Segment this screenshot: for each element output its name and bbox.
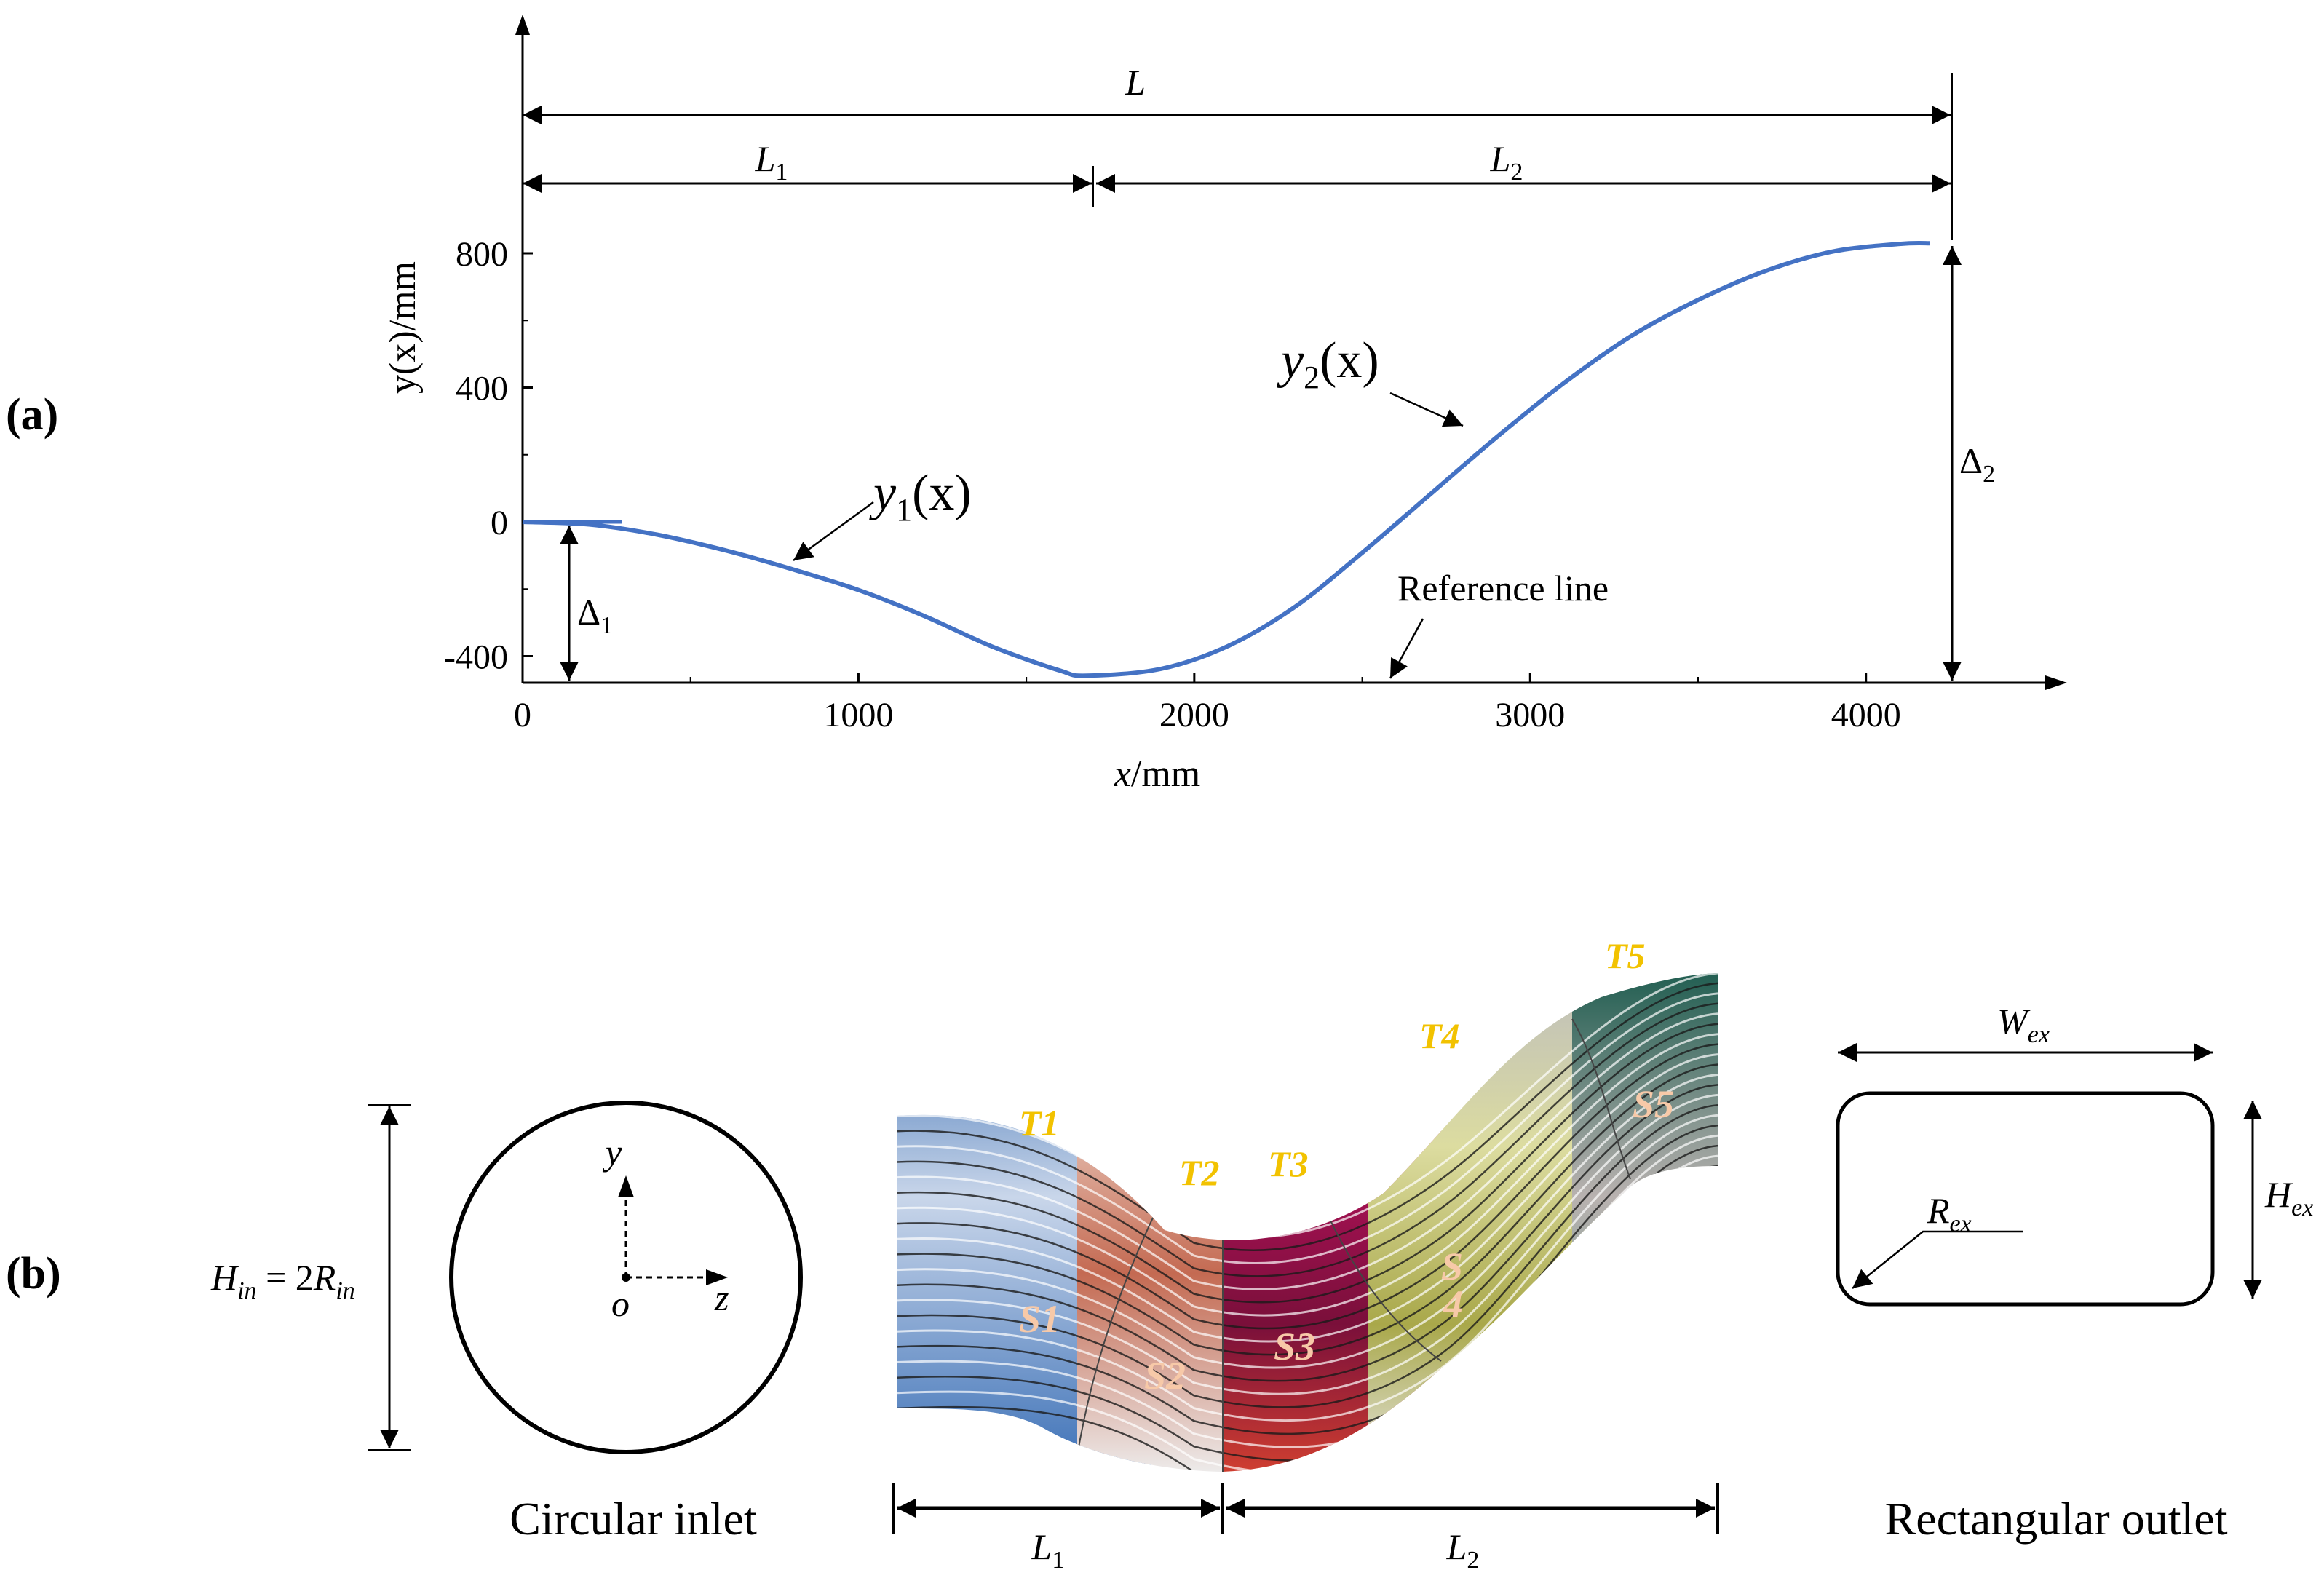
segment-label-s4-b: 4 [1443,1282,1463,1326]
outlet-caption: Rectangular outlet [1885,1493,2228,1545]
duct-streamline [897,1124,1718,1435]
inlet-caption: Circular inlet [509,1493,757,1545]
dim-L2-label: L2 [1490,138,1523,186]
label-y2: y2(x) [1277,333,1464,427]
y-tick-label: 400 [456,370,508,408]
duct-streamline [897,1053,1718,1343]
x-ticks: 0 1000 2000 3000 4000 [514,673,1901,734]
x-tick-label: 4000 [1831,696,1901,734]
panel-label-a: (a) [6,390,58,440]
duct-streamline [897,1104,1718,1408]
segment-label-s5: S5 [1633,1082,1674,1126]
x-tick-label: 0 [514,696,531,734]
segment-label-s2: S2 [1144,1354,1186,1397]
duct-streamline [897,1074,1718,1369]
dim-L1-label: L1 [755,138,788,186]
label-y1-text: y1(x) [869,465,972,528]
x-axis [523,675,2067,690]
delta-1: Δ1 [560,526,613,681]
dim-L2: L2 [1096,138,1951,193]
y-axis-title: y(x)/mm [382,261,424,394]
inlet-circle [449,1101,803,1454]
duct-streamline [897,1114,1718,1422]
duct-dim-L1-label: L1 [1031,1526,1065,1574]
segment-label-t2: T2 [1179,1152,1220,1193]
label-y2-text: y2(x) [1277,333,1379,395]
inlet-y-label: y [602,1132,622,1173]
x-axis-var: x [1114,753,1131,795]
data-line-y [522,240,1930,678]
segment-label-t4: T4 [1419,1015,1460,1056]
duct-streamline [897,1012,1718,1290]
duct-streamline [897,1033,1718,1317]
y-axis [515,15,530,683]
duct-dim-L2-label: L2 [1446,1526,1480,1574]
circular-inlet: y z o Hin = 2Rin Circular inlet [210,1101,803,1545]
rectangular-outlet: Wex Hex Rex Rectangular outlet [1836,1001,2313,1545]
segment-label-t1: T1 [1019,1103,1060,1143]
duct-streamline [897,992,1718,1265]
dim-L-label: L [1125,62,1146,103]
duct-streamline [897,982,1718,1251]
duct-streamline [897,1093,1718,1395]
outlet-radius-leader [1852,1230,2023,1289]
label-y1: y1(x) [793,465,972,562]
segment-label-s4-a: S [1441,1245,1463,1288]
x-axis-title: x/mm [1114,753,1200,795]
y-ticks: -400 0 400 800 [444,235,533,677]
y-tick-label: 800 [456,235,508,274]
x-tick-label: 2000 [1159,696,1229,734]
duct-streamline [897,1084,1718,1382]
y-tick-label: 0 [491,504,508,542]
delta-1-label: Δ1 [577,592,613,639]
inlet-origin-label: o [611,1283,630,1324]
s-duct: T1 T2 T3 T4 T5 S1 S2 S3 S 4 S5 L1 L2 [892,935,1719,1574]
y-tick-label: -400 [444,638,508,677]
duct-streamline [897,1023,1718,1304]
duct-streamline [897,1063,1718,1356]
label-reference-line: Reference line [1389,568,1609,679]
inlet-height-label: Hin = 2Rin [210,1257,355,1304]
x-tick-label: 1000 [823,696,893,734]
dim-L1: L1 [523,138,1092,193]
delta-2-label: Δ2 [1959,440,1995,488]
duct-streamline [897,973,1718,1239]
inlet-z-label: z [714,1277,729,1318]
segment-label-s1: S1 [1019,1297,1060,1341]
segment-label-t3: T3 [1268,1143,1309,1184]
dim-L: L [523,62,1951,124]
outlet-radius-label: Rex [1927,1190,1972,1237]
delta-2: Δ2 [1943,246,1995,681]
outlet-rectangle [1836,1091,2215,1307]
duct-streamline [897,1043,1718,1330]
reference-line-text: Reference line [1397,568,1609,608]
duct-streamline [897,1002,1718,1277]
outlet-height-label: Hex [2264,1174,2313,1221]
outlet-width-label: Wex [1997,1001,2050,1048]
x-axis-unit: /mm [1131,753,1200,795]
panel-label-b: (b) [6,1249,61,1299]
segment-label-t5: T5 [1605,935,1646,976]
segment-label-s3: S3 [1274,1325,1315,1368]
x-tick-label: 3000 [1495,696,1565,734]
